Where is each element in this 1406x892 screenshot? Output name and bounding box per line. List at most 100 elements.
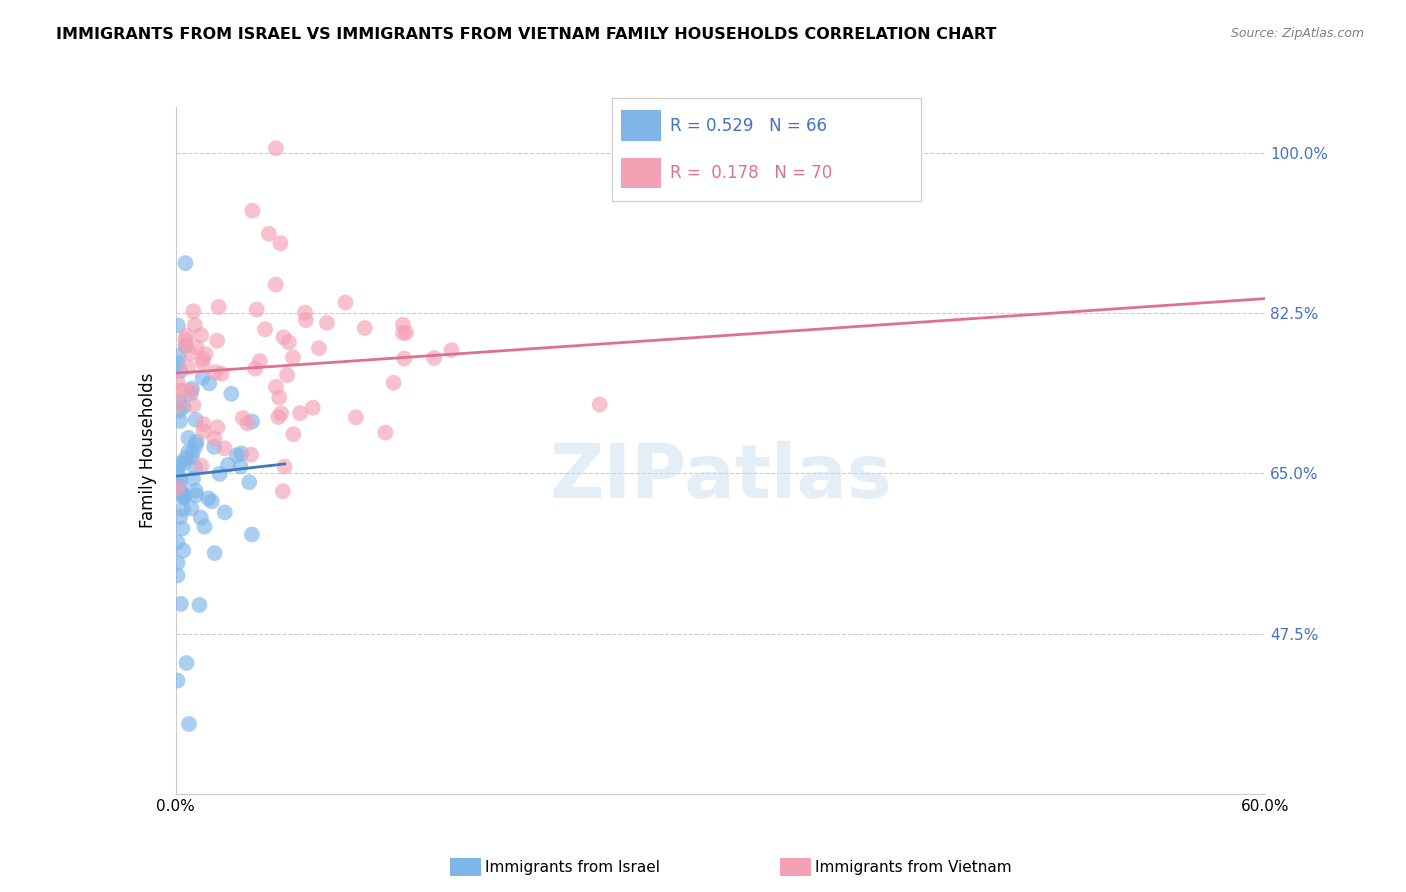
Point bbox=[174, 339, 197, 353]
Point bbox=[197, 491, 219, 506]
FancyBboxPatch shape bbox=[621, 158, 661, 188]
Point bbox=[173, 457, 195, 471]
Point bbox=[169, 364, 191, 378]
Point bbox=[191, 352, 214, 367]
Point bbox=[264, 277, 287, 292]
Point bbox=[270, 406, 292, 420]
Point bbox=[172, 488, 194, 502]
Point bbox=[281, 351, 304, 365]
Point bbox=[191, 356, 214, 370]
Point bbox=[198, 376, 221, 391]
Point bbox=[277, 335, 299, 350]
Point bbox=[184, 488, 207, 502]
Point bbox=[190, 510, 212, 524]
Point bbox=[257, 227, 280, 241]
Point bbox=[246, 302, 269, 317]
Point bbox=[276, 368, 298, 382]
Point bbox=[169, 456, 191, 470]
Point bbox=[335, 295, 357, 310]
Point bbox=[271, 484, 294, 499]
Text: R =  0.178   N = 70: R = 0.178 N = 70 bbox=[671, 164, 832, 182]
Point bbox=[166, 481, 188, 495]
Point bbox=[166, 398, 188, 412]
Point bbox=[166, 535, 188, 549]
Point bbox=[267, 409, 290, 424]
Y-axis label: Family Households: Family Households bbox=[139, 373, 157, 528]
Point bbox=[174, 338, 197, 352]
Point bbox=[205, 334, 228, 348]
Point bbox=[217, 458, 239, 472]
Point bbox=[181, 382, 204, 396]
Point bbox=[181, 304, 204, 318]
Point bbox=[245, 361, 267, 376]
FancyBboxPatch shape bbox=[621, 111, 661, 141]
Point bbox=[264, 380, 287, 394]
Point bbox=[173, 491, 195, 505]
Point bbox=[204, 546, 226, 560]
Text: IMMIGRANTS FROM ISRAEL VS IMMIGRANTS FROM VIETNAM FAMILY HOUSEHOLDS CORRELATION : IMMIGRANTS FROM ISRAEL VS IMMIGRANTS FRO… bbox=[56, 27, 997, 42]
Point bbox=[308, 341, 330, 355]
Point bbox=[173, 490, 195, 504]
Point bbox=[589, 397, 612, 411]
Point bbox=[177, 431, 200, 445]
Point bbox=[184, 460, 207, 475]
Point bbox=[180, 501, 202, 516]
Point bbox=[240, 448, 263, 462]
Point bbox=[166, 375, 188, 389]
Point bbox=[184, 483, 207, 498]
Point bbox=[176, 328, 198, 343]
Point bbox=[172, 487, 194, 501]
Point bbox=[173, 384, 195, 398]
Point bbox=[170, 597, 193, 611]
Point bbox=[382, 376, 405, 390]
Point bbox=[283, 427, 305, 442]
Point bbox=[394, 351, 416, 366]
Point bbox=[186, 340, 208, 354]
Point bbox=[440, 343, 463, 358]
Point bbox=[177, 717, 200, 731]
Point bbox=[295, 313, 318, 327]
Point bbox=[194, 347, 217, 361]
Point bbox=[169, 480, 191, 494]
Point bbox=[180, 386, 202, 401]
Point bbox=[181, 472, 204, 486]
Point bbox=[229, 459, 252, 474]
Point bbox=[232, 411, 254, 425]
Point bbox=[270, 236, 292, 251]
Point bbox=[186, 434, 208, 449]
Point bbox=[190, 328, 212, 343]
Point bbox=[201, 494, 224, 508]
Point bbox=[202, 432, 225, 446]
Text: Immigrants from Vietnam: Immigrants from Vietnam bbox=[815, 861, 1012, 875]
Point bbox=[392, 318, 415, 332]
Point bbox=[344, 410, 367, 425]
Point bbox=[169, 404, 191, 418]
Point bbox=[166, 318, 188, 333]
Point bbox=[190, 458, 212, 473]
Text: ZIPatlas: ZIPatlas bbox=[550, 442, 891, 515]
Point bbox=[240, 415, 263, 429]
Text: R = 0.529   N = 66: R = 0.529 N = 66 bbox=[671, 117, 827, 135]
Point bbox=[423, 351, 446, 365]
Point bbox=[169, 509, 191, 524]
Point bbox=[169, 383, 191, 397]
Point bbox=[207, 420, 229, 434]
Point bbox=[173, 400, 195, 414]
Point bbox=[184, 438, 207, 452]
Point bbox=[193, 425, 215, 439]
Point bbox=[392, 326, 415, 340]
Point bbox=[184, 413, 207, 427]
Point bbox=[273, 330, 295, 344]
Point bbox=[231, 446, 253, 460]
Point bbox=[353, 321, 375, 335]
Point bbox=[269, 391, 291, 405]
Point bbox=[316, 316, 339, 330]
Point bbox=[264, 141, 287, 155]
Point bbox=[294, 305, 316, 319]
Point bbox=[166, 556, 188, 570]
Point bbox=[202, 440, 225, 454]
Point bbox=[249, 354, 271, 368]
Point bbox=[167, 461, 190, 475]
Point bbox=[273, 459, 295, 474]
Point bbox=[166, 356, 188, 370]
